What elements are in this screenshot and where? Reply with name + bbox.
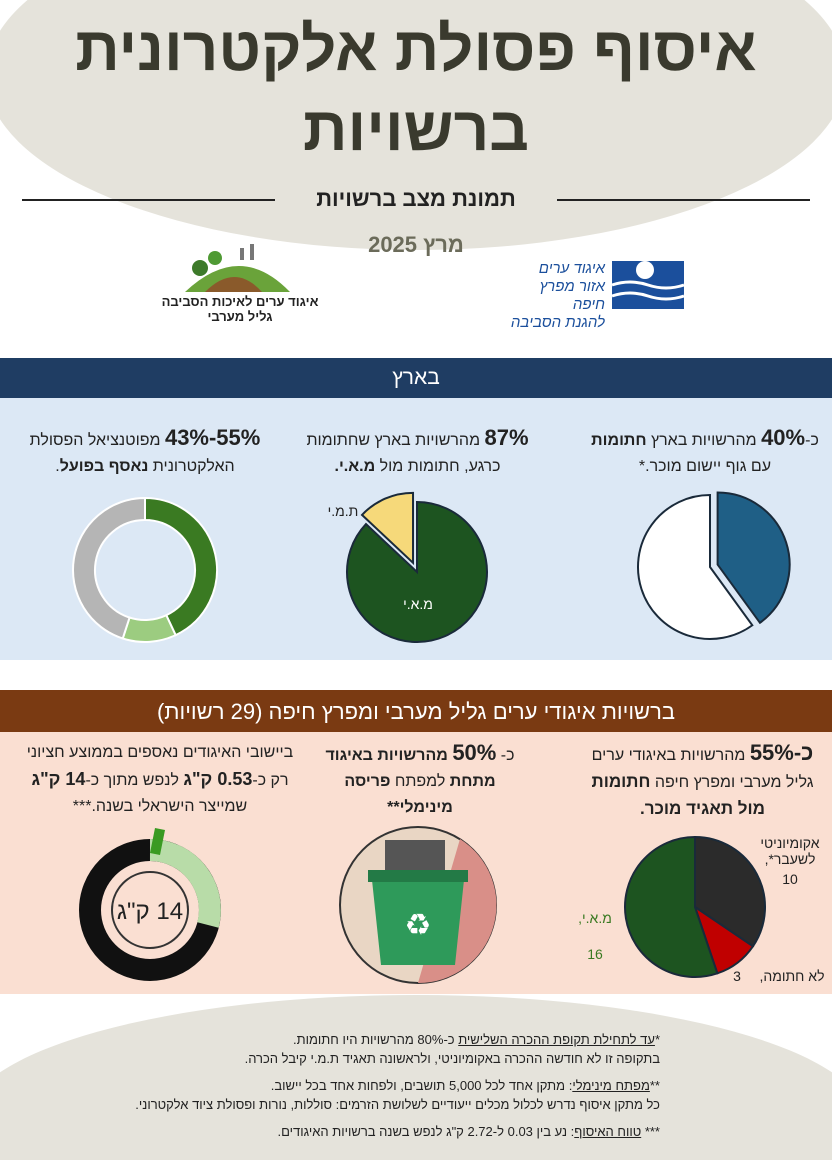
pie-label: לא חתומה,	[759, 968, 825, 984]
title: איסוף פסולת אלקטרונית ברשויות	[75, 15, 757, 164]
svg-text:♻: ♻	[405, 909, 432, 942]
stat: כ-40% מהרשויות בארץ חתומות עם גוף יישום …	[591, 425, 819, 475]
date: מרץ 2025	[368, 232, 464, 257]
logo-left-text: איגוד ערים לאיכות הסביבה גליל מערבי	[161, 294, 319, 324]
stat: ביישובי האיגודים נאספים בממוצע חציוני רק…	[26, 744, 294, 815]
pie-slice	[716, 491, 791, 625]
pie-label: מ.א.י	[403, 596, 433, 612]
section-title: בארץ	[392, 366, 440, 389]
pie-label: מ.א.י,	[578, 910, 612, 926]
pie-slice	[346, 500, 488, 643]
pie-label: אקומיוניטי לשעבר*,	[760, 835, 820, 867]
stat: 43%-55% מפוטנציאל הפסולת האלקטרונית נאסף…	[29, 425, 261, 475]
logo-left	[185, 244, 290, 292]
logo-right	[611, 261, 685, 309]
pie-slice	[121, 613, 177, 643]
pie-slice	[144, 496, 218, 637]
pie-label: 10	[782, 871, 798, 887]
notes: *עד לתחילת תקופת ההכרה השלישית כ-80% מהר…	[135, 1032, 660, 1139]
kg-ring	[79, 828, 221, 981]
subtitle: תמונת מצב ברשויות	[316, 186, 516, 211]
pie-label: ת.מ.י	[327, 503, 359, 519]
pie-slice	[694, 835, 766, 948]
pie-slice	[624, 835, 719, 978]
ring-label: 14 ק"ג	[116, 898, 184, 925]
pie-slice	[72, 496, 146, 640]
stat: כ- 50% מהרשויות באיגוד מתחת למפתח פריסה …	[325, 740, 515, 816]
pie-label: 16	[587, 946, 603, 962]
pie-slice	[637, 493, 754, 640]
pie-slice	[360, 491, 415, 566]
bin-illustration: ♻	[339, 826, 497, 984]
stat: 87% מהרשויות בארץ שחתומות כרגע, חתומות מ…	[306, 425, 529, 475]
section-title: ברשויות איגודי ערים גליל מערבי ומפרץ חיפ…	[156, 699, 676, 724]
stat: כ-55% מהרשויות באיגודי ערים גליל מערבי ו…	[591, 740, 814, 818]
logo-right-text: איגוד ערים אזור מפרץ חיפה להגנת הסביבה	[510, 260, 605, 331]
pie-label: 3	[733, 968, 741, 984]
